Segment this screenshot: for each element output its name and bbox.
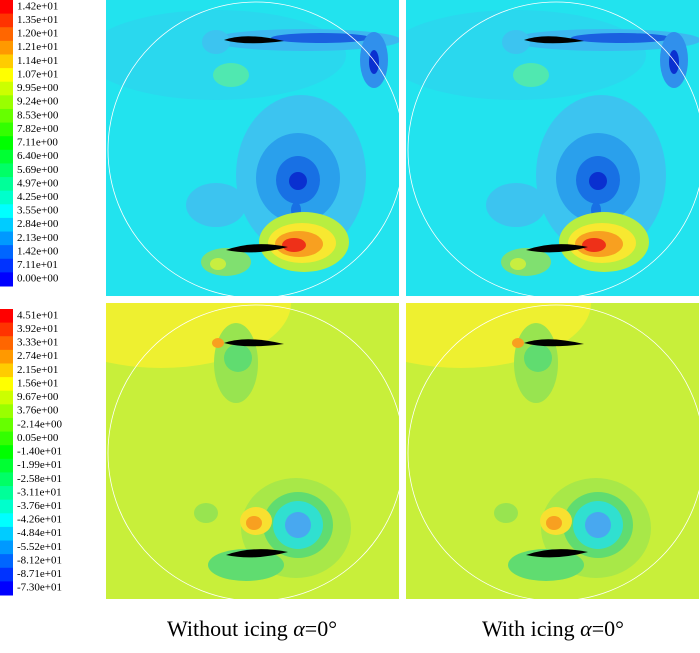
colorbar-swatch — [0, 54, 13, 69]
colorbar-swatch — [0, 27, 13, 42]
colorbar-label: 2.84e+00 — [17, 218, 59, 230]
colorbar-swatch — [0, 363, 13, 378]
colorbar-swatch — [0, 136, 13, 151]
colorbar-label: 0.00e+00 — [17, 273, 59, 285]
colorbar-label: -8.12e+01 — [17, 554, 62, 566]
colorbar-swatch — [0, 581, 13, 596]
colorbar-swatch — [0, 68, 13, 83]
colorbar-label: 9.67e+00 — [17, 391, 59, 403]
colorbar-label: 9.95e+00 — [17, 82, 59, 94]
colorbar-swatch — [0, 322, 13, 337]
colorbar-swatch — [0, 81, 13, 96]
colorbar-label: -8.71e+01 — [17, 568, 62, 580]
colorbar-label: -5.52e+01 — [17, 541, 62, 553]
colorbar-swatch — [0, 231, 13, 246]
colorbar-swatch — [0, 163, 13, 178]
colorbar-swatch — [0, 349, 13, 364]
colorbar-swatch — [0, 108, 13, 124]
colorbar-swatch — [0, 272, 13, 287]
colorbar-label: -3.76e+01 — [17, 500, 62, 512]
colorbar-swatch — [0, 486, 13, 501]
colorbar-swatch — [0, 390, 13, 405]
colorbar-swatch — [0, 458, 13, 473]
colorbar-label: 7.82e+00 — [17, 123, 59, 135]
colorbar-label: 3.76e+00 — [17, 405, 59, 417]
colorbar-label: 7.11e+01 — [17, 259, 58, 271]
colorbar-label: 4.51e+01 — [17, 309, 58, 321]
colorbar-label: 5.69e+00 — [17, 164, 59, 176]
contour-panel — [86, 0, 404, 298]
colorbar-swatch — [0, 554, 13, 569]
colorbar-swatch — [0, 472, 13, 487]
colorbar-swatch — [0, 245, 13, 260]
colorbar-label: 4.25e+00 — [17, 191, 59, 203]
colorbar-swatch — [0, 499, 13, 514]
colorbar-swatch — [0, 417, 13, 433]
colorbar-swatch — [0, 431, 13, 446]
caption-value: =0° — [305, 616, 337, 641]
colorbar-label: 3.33e+01 — [17, 337, 58, 349]
colorbar-swatch — [0, 177, 13, 192]
colorbar-swatch — [0, 258, 13, 273]
colorbar-label: 8.53e+00 — [17, 109, 59, 121]
colorbar-label: -7.30e+01 — [17, 582, 62, 594]
colorbar-swatch — [0, 540, 13, 555]
colorbar-label: 3.92e+01 — [17, 323, 58, 335]
colorbar-swatch — [0, 526, 13, 542]
colorbar-label: -3.11e+01 — [17, 486, 62, 498]
caption-text: Without icing — [167, 616, 288, 641]
colorbar-label: 1.35e+01 — [17, 14, 58, 26]
caption-symbol: α — [293, 616, 305, 641]
colorbar-swatch — [0, 40, 13, 55]
colorbar-label: 6.40e+00 — [17, 150, 59, 162]
colorbar-label: -1.40e+01 — [17, 446, 62, 458]
colorbar-label: 9.24e+00 — [17, 96, 59, 108]
colorbar-swatch — [0, 445, 13, 460]
colorbar-swatch — [0, 513, 13, 528]
colorbar-label: -2.14e+00 — [17, 418, 62, 430]
colorbar-swatch — [0, 0, 13, 15]
colorbar-swatch — [0, 122, 13, 137]
colorbar-label: 1.42e+01 — [17, 0, 58, 12]
colorbar-label: 1.20e+01 — [17, 28, 58, 40]
colorbar-label: 0.05e+00 — [17, 432, 59, 444]
colorbar-label: 1.56e+01 — [17, 377, 58, 389]
contour-panel — [386, 0, 700, 298]
colorbar-swatch — [0, 13, 13, 28]
colorbar-swatch — [0, 377, 13, 392]
colorbar-label: 4.97e+00 — [17, 177, 59, 189]
colorbar-label: -2.58e+01 — [17, 473, 62, 485]
colorbar-swatch — [0, 190, 13, 205]
colorbar-swatch — [0, 217, 13, 233]
colorbar-label: 7.11e+00 — [17, 137, 58, 149]
caption: With icing α=0° — [482, 616, 624, 641]
caption-symbol: α — [580, 616, 592, 641]
colorbar-label: 2.15e+01 — [17, 364, 58, 376]
colorbar-label: -4.84e+01 — [17, 527, 62, 539]
colorbar-swatch — [0, 567, 13, 582]
colorbar-swatch — [0, 404, 13, 419]
colorbar-swatch — [0, 95, 13, 110]
colorbars: 1.42e+01 1.35e+01 1.20e+011.21e+01 1.14e+01… — [0, 0, 62, 596]
colorbar-label: 1.14e+01 — [17, 55, 58, 67]
caption: Without icing α=0° — [167, 616, 337, 641]
colorbar-label: 1.42e+00 — [17, 245, 59, 257]
colorbar-label: 1.21e+01 — [17, 41, 58, 53]
caption-text: With icing — [482, 616, 575, 641]
colorbar-label: 2.13e+00 — [17, 232, 59, 244]
colorbar-swatch — [0, 149, 13, 164]
colorbar-swatch — [0, 204, 13, 219]
colorbar-label: 1.07e+01 — [17, 68, 58, 80]
colorbar-label: -4.26e+01 — [17, 514, 62, 526]
colorbar-swatch — [0, 309, 13, 324]
colorbar-label: 2.74e+01 — [17, 350, 58, 362]
colorbar-swatch — [0, 336, 13, 351]
colorbar-label: 3.55e+00 — [17, 205, 59, 217]
caption-value: =0° — [592, 616, 624, 641]
colorbar-label: -1.99e+01 — [17, 459, 62, 471]
